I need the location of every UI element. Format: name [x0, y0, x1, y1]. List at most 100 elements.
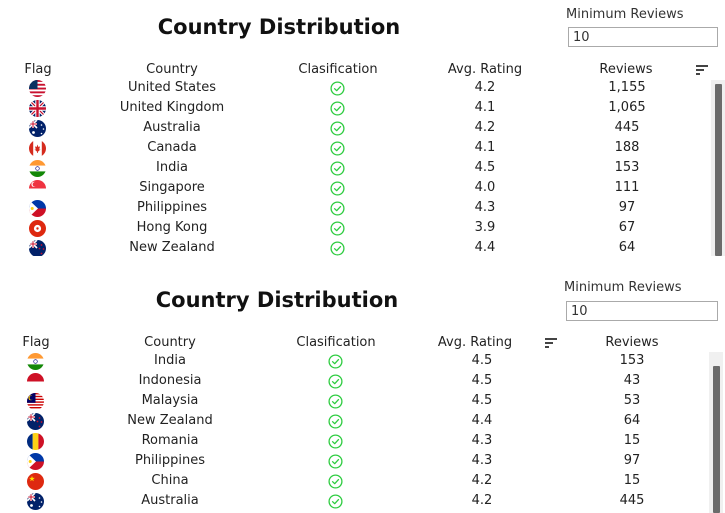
scrollbar-thumb[interactable] [713, 366, 720, 513]
ro-flag-icon [27, 433, 44, 450]
scrollbar-thumb[interactable] [715, 84, 722, 256]
country-name: Romania [141, 433, 199, 448]
column-header-avg-rating[interactable]: Avg. Rating [447, 62, 523, 77]
table-row[interactable]: Romania 4.3 15 [0, 431, 712, 451]
reviews-count: 188 [614, 140, 640, 155]
table-row[interactable]: United States 4.2 1,155 [0, 78, 712, 98]
reviews-count: 53 [623, 393, 641, 408]
avg-rating-value: 4.5 [471, 373, 493, 388]
check-circle-icon [328, 414, 343, 429]
table-row[interactable]: Malaysia 4.5 53 [0, 391, 712, 411]
avg-rating-value: 4.3 [474, 200, 496, 215]
nz-flag-icon [29, 240, 46, 256]
reviews-count: 64 [623, 413, 641, 428]
check-circle-icon [330, 101, 345, 116]
table-row[interactable]: Singapore 4.0 111 [0, 178, 712, 198]
au-flag-icon [27, 493, 44, 510]
country-distribution-panel-1: Country Distribution Minimum Reviews Fla… [0, 0, 725, 256]
minimum-reviews-label: Minimum Reviews [564, 280, 682, 295]
reviews-count: 64 [618, 240, 636, 255]
check-circle-icon [330, 121, 345, 136]
reviews-count: 97 [623, 453, 641, 468]
column-header-classification[interactable]: Clasification [298, 62, 378, 77]
ph-flag-icon [27, 453, 44, 470]
column-header-country[interactable]: Country [144, 335, 196, 350]
country-name: Australia [141, 493, 199, 508]
reviews-count: 153 [619, 353, 645, 368]
check-circle-icon [330, 221, 345, 236]
reviews-count: 445 [614, 120, 640, 135]
table-row[interactable]: India 4.5 153 [0, 351, 712, 371]
avg-rating-value: 4.5 [471, 353, 493, 368]
check-circle-icon [328, 354, 343, 369]
country-name: New Zealand [129, 240, 215, 255]
check-circle-icon [328, 474, 343, 489]
country-name: India [156, 160, 188, 175]
check-circle-icon [330, 201, 345, 216]
avg-rating-value: 4.3 [471, 453, 493, 468]
table-row[interactable]: United Kingdom 4.1 1,065 [0, 98, 712, 118]
country-table-body: United States 4.2 1,155 United Kingdom 4.1 1,… [0, 78, 712, 256]
country-name: Philippines [134, 453, 206, 468]
check-circle-icon [330, 141, 345, 156]
nz-flag-icon [27, 413, 44, 430]
country-name: Singapore [139, 180, 205, 195]
table-row[interactable]: India 4.5 153 [0, 158, 712, 178]
id-flag-icon [27, 373, 44, 390]
column-header-avg-rating[interactable]: Avg. Rating [437, 335, 513, 350]
table-row[interactable]: Philippines 4.3 97 [0, 451, 712, 471]
cn-flag-icon [27, 473, 44, 490]
table-row[interactable]: Australia 4.2 445 [0, 118, 712, 138]
country-name: Hong Kong [136, 220, 208, 235]
uk-flag-icon [29, 100, 46, 117]
hk-flag-icon [29, 220, 46, 237]
avg-rating-value: 4.0 [474, 180, 496, 195]
page-title: Country Distribution [157, 15, 401, 39]
table-row[interactable]: Australia 4.2 445 [0, 491, 712, 511]
column-header-classification[interactable]: Clasification [296, 335, 376, 350]
sg-flag-icon [29, 180, 46, 197]
in-flag-icon [27, 353, 44, 370]
check-circle-icon [328, 394, 343, 409]
table-row[interactable]: China 4.2 15 [0, 471, 712, 491]
minimum-reviews-input[interactable] [568, 27, 718, 47]
table-row[interactable]: Philippines 4.3 97 [0, 198, 712, 218]
minimum-reviews-input[interactable] [566, 301, 718, 321]
check-circle-icon [330, 181, 345, 196]
country-name: Malaysia [141, 393, 199, 408]
reviews-count: 15 [623, 433, 641, 448]
table-row[interactable]: New Zealand 4.4 64 [0, 411, 712, 431]
avg-rating-value: 4.2 [474, 80, 496, 95]
avg-rating-value: 4.2 [474, 120, 496, 135]
country-name: Philippines [136, 200, 208, 215]
check-circle-icon [328, 454, 343, 469]
avg-rating-value: 4.1 [474, 140, 496, 155]
vertical-scrollbar[interactable] [711, 80, 725, 256]
table-row[interactable]: New Zealand 4.4 64 [0, 238, 712, 256]
avg-rating-value: 4.1 [474, 100, 496, 115]
avg-rating-value: 4.4 [474, 240, 496, 255]
country-name: Indonesia [138, 373, 202, 388]
avg-rating-value: 4.5 [474, 160, 496, 175]
ca-flag-icon [29, 140, 46, 157]
in-flag-icon [29, 160, 46, 177]
table-row[interactable]: Indonesia 4.5 43 [0, 371, 712, 391]
page-title: Country Distribution [155, 288, 399, 312]
avg-rating-value: 4.2 [471, 473, 493, 488]
table-row[interactable]: Canada 4.1 188 [0, 138, 712, 158]
vertical-scrollbar[interactable] [709, 352, 723, 513]
avg-rating-value: 4.5 [471, 393, 493, 408]
reviews-count: 43 [623, 373, 641, 388]
column-header-country[interactable]: Country [146, 62, 198, 77]
sort-lines-icon[interactable] [545, 338, 557, 348]
table-row[interactable]: Hong Kong 3.9 67 [0, 218, 712, 238]
sort-lines-icon[interactable] [696, 65, 708, 75]
check-circle-icon [328, 434, 343, 449]
column-header-reviews[interactable]: Reviews [605, 335, 659, 350]
country-name: United States [127, 80, 217, 95]
column-header-reviews[interactable]: Reviews [599, 62, 653, 77]
country-name: United Kingdom [119, 100, 225, 115]
reviews-count: 111 [614, 180, 640, 195]
reviews-count: 1,155 [608, 80, 646, 95]
reviews-count: 67 [618, 220, 636, 235]
